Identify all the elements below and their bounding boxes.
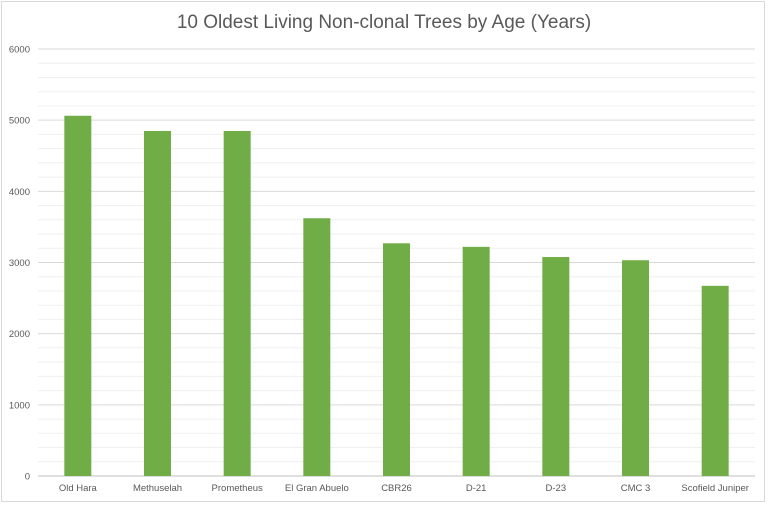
x-axis-labels: Old Hara Methuselah Prometheus El Gran Abue… (59, 483, 749, 494)
y-tick-label: 6000 (9, 45, 30, 56)
x-tick-label: El Gran Abuelo (285, 483, 349, 494)
x-tick-label: CMC 3 (621, 483, 651, 494)
x-tick-label: CBR26 (381, 483, 412, 494)
x-tick-label: Methuselah (133, 483, 182, 494)
y-axis-labels: 0 1000 2000 3000 4000 5000 6000 (9, 45, 30, 483)
y-tick-label: 0 (25, 472, 30, 483)
x-tick-label: D-21 (466, 483, 487, 494)
bar-cmc-3 (622, 260, 649, 476)
bar-el-gran-abuelo (303, 218, 331, 477)
y-tick-label: 1000 (9, 400, 30, 411)
y-tick-label: 5000 (9, 116, 30, 127)
y-tick-label: 3000 (9, 258, 30, 269)
bar-cbr26 (383, 243, 410, 476)
bar-methuselah (144, 130, 171, 476)
chart-title: 10 Oldest Living Non-clonal Trees by Age… (176, 12, 592, 33)
bars (64, 115, 729, 477)
bar-d-21 (462, 246, 490, 476)
x-tick-label: Old Hara (59, 483, 98, 494)
x-tick-label: Scofield Juniper (681, 483, 749, 494)
x-tick-label: Prometheus (212, 483, 263, 494)
bar-prometheus (223, 130, 251, 476)
bar-scofield-juniper (701, 285, 729, 476)
bar-d-23 (542, 257, 570, 476)
x-tick-label: D-23 (546, 483, 567, 494)
y-tick-label: 4000 (9, 187, 30, 198)
bar-old-hara (64, 115, 92, 476)
y-tick-label: 2000 (9, 329, 30, 340)
